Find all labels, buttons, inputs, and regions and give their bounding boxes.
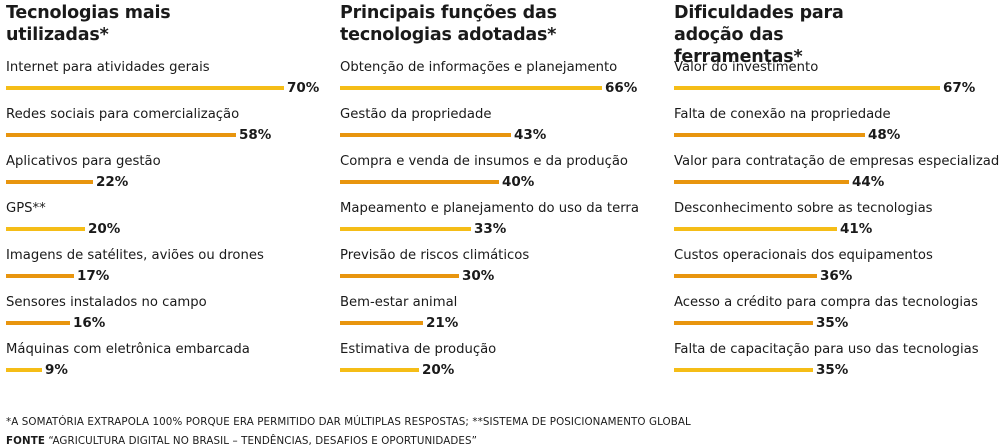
bar [340, 274, 459, 278]
category-label: Obtenção de informações e planejamento [340, 60, 618, 75]
bar [674, 368, 813, 372]
value-label: 40% [502, 174, 535, 190]
category-label: Desconhecimento sobre as tecnologias [674, 201, 933, 216]
bar-item: Acesso a crédito para compra das tecnolo… [674, 295, 1000, 335]
chart-title: Dificuldades para adoção das ferramentas… [674, 3, 844, 67]
bar-item: Obtenção de informações e planejamento 66… [340, 60, 670, 100]
bar [340, 227, 471, 231]
value-label: 58% [239, 127, 272, 143]
category-label: Custos operacionais dos equipamentos [674, 248, 933, 263]
bar-item: Gestão da propriedade 43% [340, 107, 670, 147]
panel-difficulties: Dificuldades para adoção das ferramentas… [674, 0, 1000, 390]
bar [340, 321, 423, 325]
value-label: 17% [77, 268, 110, 284]
category-label: Mapeamento e planejamento do uso da terr… [340, 201, 639, 216]
value-label: 43% [514, 127, 547, 143]
value-label: 22% [96, 174, 129, 190]
bar-item: Internet para atividades gerais 70% [6, 60, 336, 100]
bar-item: Desconhecimento sobre as tecnologias 41% [674, 201, 1000, 241]
category-label: Imagens de satélites, aviões ou drones [6, 248, 264, 263]
category-label: Estimativa de produção [340, 342, 497, 357]
value-label: 33% [474, 221, 507, 237]
bar-item: Falta de capacitação para uso das tecnol… [674, 342, 1000, 382]
bar [6, 321, 70, 325]
value-label: 21% [426, 315, 459, 331]
bar [340, 180, 499, 184]
value-label: 44% [852, 174, 885, 190]
bar [6, 227, 85, 231]
value-label: 35% [816, 315, 849, 331]
bar [6, 274, 74, 278]
bar [340, 86, 602, 90]
bar-item: Redes sociais para comercialização 58% [6, 107, 336, 147]
bar-item: Valor do investimento 67% [674, 60, 1000, 100]
bar-item: Mapeamento e planejamento do uso da terr… [340, 201, 670, 241]
chart-title: Tecnologias mais utilizadas* [6, 3, 171, 45]
bar [340, 133, 511, 137]
category-label: Valor do investimento [674, 60, 819, 75]
value-label: 70% [287, 80, 320, 96]
value-label: 20% [422, 362, 455, 378]
value-label: 30% [462, 268, 495, 284]
bar-item: Custos operacionais dos equipamentos 36% [674, 248, 1000, 288]
category-label: Previsão de riscos climáticos [340, 248, 530, 263]
chart-title: Principais funções das tecnologias adota… [340, 3, 557, 45]
category-label: Aplicativos para gestão [6, 154, 161, 169]
bar [6, 133, 236, 137]
source-label: FONTE [6, 435, 45, 448]
value-label: 36% [820, 268, 853, 284]
bar-item: Máquinas com eletrônica embarcada 9% [6, 342, 336, 382]
value-label: 67% [943, 80, 976, 96]
bar [6, 86, 284, 90]
value-label: 9% [45, 362, 68, 378]
category-label: Falta de capacitação para uso das tecnol… [674, 342, 979, 357]
value-label: 48% [868, 127, 901, 143]
panel-technologies: Tecnologias mais utilizadas* Internet par… [6, 0, 332, 390]
value-label: 35% [816, 362, 849, 378]
category-label: Sensores instalados no campo [6, 295, 207, 310]
bar-item: Aplicativos para gestão 22% [6, 154, 336, 194]
category-label: Valor para contratação de empresas espec… [674, 154, 1000, 169]
category-label: Gestão da propriedade [340, 107, 492, 122]
bar [674, 133, 865, 137]
value-label: 41% [840, 221, 873, 237]
bar-item: Compra e venda de insumos e da produção 4… [340, 154, 670, 194]
category-label: Redes sociais para comercialização [6, 107, 240, 122]
panel-functions: Principais funções das tecnologias adota… [340, 0, 666, 390]
category-label: Falta de conexão na propriedade [674, 107, 891, 122]
bar-item: GPS** 20% [6, 201, 336, 241]
value-label: 66% [605, 80, 638, 96]
value-label: 20% [88, 221, 121, 237]
bar-item: Imagens de satélites, aviões ou drones 17… [6, 248, 336, 288]
bar [340, 368, 419, 372]
bar [674, 321, 813, 325]
bar [674, 274, 817, 278]
category-label: Internet para atividades gerais [6, 60, 210, 75]
bar-item: Falta de conexão na propriedade 48% [674, 107, 1000, 147]
bar-item: Valor para contratação de empresas espec… [674, 154, 1000, 194]
bar [674, 227, 837, 231]
bar [6, 180, 93, 184]
bar-item: Previsão de riscos climáticos 30% [340, 248, 670, 288]
footnote: *A SOMATÓRIA EXTRAPOLA 100% PORQUE ERA P… [6, 416, 691, 429]
bar-item: Bem-estar animal 21% [340, 295, 670, 335]
category-label: Compra e venda de insumos e da produção [340, 154, 628, 169]
category-label: GPS** [6, 201, 46, 216]
bar-item: Estimativa de produção 20% [340, 342, 670, 382]
category-label: Acesso a crédito para compra das tecnolo… [674, 295, 978, 310]
bar [674, 180, 849, 184]
category-label: Bem-estar animal [340, 295, 458, 310]
bar [6, 368, 42, 372]
source-text: “AGRICULTURA DIGITAL NO BRASIL – TENDÊNC… [48, 435, 478, 448]
bar-item: Sensores instalados no campo 16% [6, 295, 336, 335]
source-note: FONTE “AGRICULTURA DIGITAL NO BRASIL – T… [6, 435, 477, 448]
category-label: Máquinas com eletrônica embarcada [6, 342, 250, 357]
value-label: 16% [73, 315, 106, 331]
bar [674, 86, 940, 90]
